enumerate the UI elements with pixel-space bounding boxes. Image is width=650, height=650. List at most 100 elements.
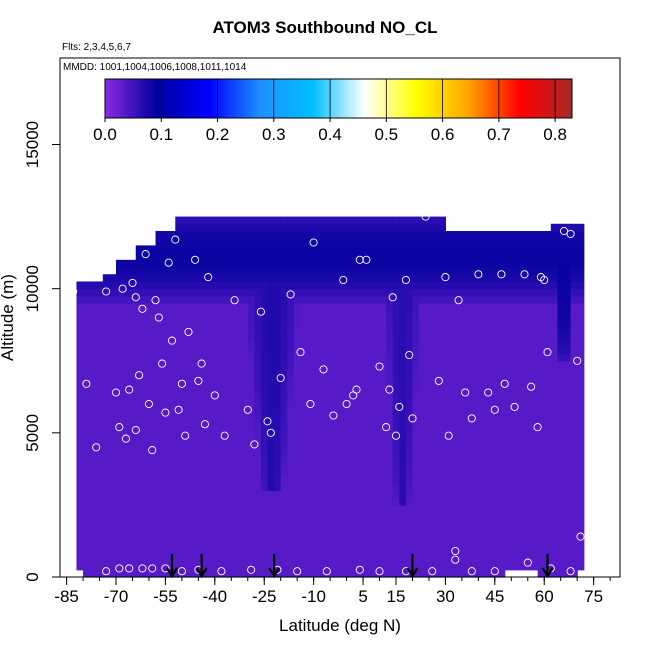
heatmap-cell [412,259,420,268]
heatmap-cell [260,526,269,535]
heatmap-cell [550,389,559,398]
heatmap-cell [570,288,578,297]
heatmap-cell [484,274,493,283]
heatmap-cell [458,331,466,340]
heatmap-cell [372,310,381,319]
heatmap-cell [208,245,216,254]
obs-point [220,431,229,440]
heatmap-cell [537,432,545,441]
heatmap-cell [511,245,519,254]
heatmap-cell [287,533,295,542]
heatmap-cell [135,555,143,564]
heatmap-cell [346,281,354,290]
heatmap-cell [577,339,585,347]
heatmap-cell [366,367,374,376]
heatmap-cell [201,231,209,239]
heatmap-cell [214,447,223,456]
heatmap-cell [564,461,572,470]
heatmap-cell [478,353,486,362]
heatmap-cell [564,353,572,362]
heatmap-cell [89,569,97,578]
heatmap-cell [333,562,341,571]
heatmap-cell [557,555,565,564]
heatmap-cell [313,231,321,239]
heatmap-cell [214,519,223,528]
heatmap-cell [438,476,447,484]
heatmap-cell [471,548,479,556]
heatmap-cell [511,382,519,391]
heatmap-cell [465,331,473,340]
heatmap-cell [372,274,381,283]
heatmap-cell [267,295,275,304]
heatmap-cell [458,404,466,412]
obs-point [510,402,519,411]
heatmap-cell [155,231,163,239]
heatmap-cell [148,497,157,506]
heatmap-cell [313,425,321,434]
obs-point [247,565,256,574]
heatmap-cell [208,569,216,578]
heatmap-cell [564,454,572,463]
heatmap-cell [175,324,183,333]
heatmap-cell [234,512,242,520]
heatmap-cell [195,548,203,556]
heatmap-cell [135,440,143,448]
heatmap-cell [234,259,242,268]
heatmap-cell [471,483,479,492]
heatmap-cell [76,310,84,319]
heatmap-cell [300,497,308,506]
heatmap-cell [471,303,479,311]
heatmap-cell [76,411,84,420]
heatmap-cell [537,476,545,484]
heatmap-cell [313,382,321,391]
heatmap-cell [168,353,176,362]
heatmap-cell [228,440,236,448]
heatmap-cell [445,497,453,506]
heatmap-cell [208,288,216,297]
heatmap-cell [452,375,460,383]
heatmap-cell [438,425,447,434]
heatmap-cell [122,267,130,275]
heatmap-cell [432,310,440,319]
colorbar-tick-label: 0.1 [149,125,173,144]
heatmap-cell [577,447,585,456]
heatmap-cell [122,411,130,420]
heatmap-cell [386,540,394,549]
heatmap-cell [287,288,295,297]
heatmap-cell [135,418,143,427]
heatmap-cell [537,468,545,477]
heatmap-cell [175,411,183,420]
heatmap-cell [346,267,354,275]
heatmap-cell [511,346,519,355]
heatmap-cell [379,432,387,441]
heatmap-cell [155,425,163,434]
heatmap-cell [392,461,400,470]
x-tick-label: -85 [54,587,79,606]
heatmap-cell [537,238,545,247]
heatmap-cell [438,526,447,535]
heatmap-cell [293,533,302,542]
heatmap-cell [564,504,572,513]
heatmap-cell [432,497,440,506]
heatmap-cell [320,223,328,232]
heatmap-cell [274,548,282,556]
heatmap-cell [458,396,466,405]
heatmap-cell [195,490,203,499]
heatmap-cell [557,223,565,232]
heatmap-cell [287,432,295,441]
heatmap-cell [293,476,302,484]
heatmap-cell [287,411,295,420]
heatmap-cell [399,440,407,448]
heatmap-cell [524,497,532,506]
heatmap-cell [109,411,117,420]
heatmap-cell [260,231,269,239]
heatmap-cell [577,548,585,556]
heatmap-cell [452,274,460,283]
heatmap-cell [550,303,559,311]
heatmap-cell [300,288,308,297]
heatmap-cell [148,483,157,492]
heatmap-cell [392,360,400,369]
heatmap-cell [405,432,414,441]
heatmap-cell [201,324,209,333]
heatmap-cell [122,382,130,391]
